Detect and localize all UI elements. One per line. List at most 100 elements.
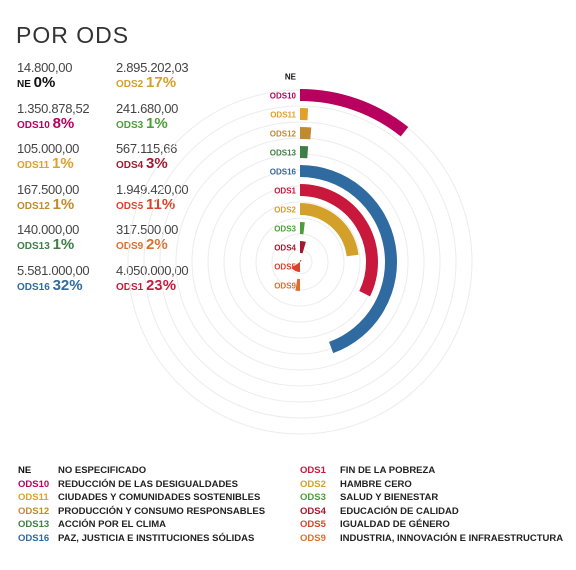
legend-code: ODS4 — [300, 505, 326, 517]
stat-code: ODS11 — [17, 160, 53, 171]
legend-name: CIUDADES Y COMUNIDADES SOSTENIBLES — [58, 492, 261, 504]
stat-percent: 32% — [52, 276, 83, 294]
legend-item-ods10: ODS10 REDUCCIÓN DE LAS DESIGUALDADES — [18, 478, 265, 492]
legend-item-ods5: ODS5 IGUALDAD DE GÉNERO — [300, 518, 563, 532]
ring-label-ne: NE — [285, 73, 297, 82]
legend-code: NE — [18, 465, 32, 476]
ring-label-ods10: ODS10 — [270, 92, 297, 101]
legend-item-ods2: ODS2 HAMBRE CERO — [300, 478, 563, 492]
legend-code: ODS16 — [18, 532, 50, 544]
legend-code: ODS9 — [300, 532, 326, 544]
ring-label-ods16: ODS16 — [270, 168, 297, 177]
stat-amount: 105.000,00 — [17, 141, 80, 156]
stat-ods4: 567.115,66 ODS4 3% — [116, 141, 177, 173]
stat-amount: 140.000,00 — [17, 222, 80, 237]
legend-code: ODS10 — [18, 478, 50, 490]
legend-name: EDUCACIÓN DE CALIDAD — [340, 505, 459, 517]
stat-code: ODS12 — [17, 200, 53, 212]
legend-name: FIN DE LA POBREZA — [340, 465, 436, 476]
stat-amount: 4.050.000,00 — [116, 262, 189, 278]
stat-code: ODS9 — [116, 241, 147, 252]
stat-code: ODS13 — [17, 241, 53, 252]
legend-item-ods12: ODS12 PRODUCCIÓN Y CONSUMO RESPONSABLES — [18, 505, 265, 519]
stat-code: ODS5 — [116, 200, 147, 212]
stat-ods16: 5.581.000,00 ODS16 32% — [17, 262, 90, 295]
stat-percent: 1% — [52, 236, 75, 253]
stat-code: ODS2 — [116, 79, 147, 90]
legend-name: PRODUCCIÓN Y CONSUMO RESPONSABLES — [58, 505, 266, 517]
stat-ods2: 2.895.202,03 ODS2 17% — [116, 60, 189, 92]
legend-code: ODS11 — [18, 492, 49, 504]
bar-ods1 — [299, 184, 378, 297]
radial-bar-chart: NE ODS10 ODS11 ODS12 ODS13 ODS16 ODS1 ODS2 ODS3 O… — [127, 73, 473, 435]
ring-label-ods2: ODS2 — [274, 206, 296, 215]
grid-circle — [159, 121, 441, 403]
legend-code: ODS2 — [300, 478, 326, 490]
stat-code: ODS3 — [116, 119, 147, 131]
legend-item-ods9: ODS9 INDUSTRIA, INNOVACIÓN E INFRAESTRUCT… — [300, 532, 563, 546]
stat-amount: 167.500,00 — [17, 181, 80, 197]
stat-percent: 0% — [33, 74, 56, 91]
legend-item-ods13: ODS13 ACCIÓN POR EL CLIMA — [18, 518, 265, 532]
stat-ods3: 241.680,00 ODS3 1% — [116, 101, 178, 133]
legend-item-ods16: ODS16 PAZ, JUSTICIA E INSTITUCIONES SÓLID… — [18, 532, 265, 546]
stat-ods11: 105.000,00 ODS11 1% — [17, 141, 79, 173]
legend-item-ods1: ODS1 FIN DE LA POBREZA — [300, 464, 563, 478]
ring-label-ods9: ODS9 — [274, 282, 296, 291]
stat-ods12: 167.500,00 ODS12 1% — [17, 182, 79, 214]
legend-left: NE NO ESPECIFICADO ODS10 REDUCCIÓN DE LAS D… — [18, 464, 265, 546]
stat-percent: 3% — [146, 155, 168, 172]
stat-percent: 2% — [146, 236, 168, 253]
stat-ods13: 140.000,00 ODS13 1% — [17, 222, 79, 254]
stat-percent: 1% — [146, 114, 168, 132]
legend-name: REDUCCIÓN DE LAS DESIGUALDADES — [58, 478, 238, 490]
legend-item-ods3: ODS3 SALUD Y BIENESTAR — [300, 491, 563, 505]
legend-name: PAZ, JUSTICIA E INSTITUCIONES SÓLIDAS — [58, 532, 255, 544]
stat-amount: 2.895.202,03 — [116, 60, 189, 75]
stat-code: ODS16 — [17, 281, 53, 293]
stat-percent: 8% — [52, 114, 75, 132]
legend-right: ODS1 FIN DE LA POBREZA ODS2 HAMBRE CERO ODS3… — [300, 464, 563, 546]
legend-code: ODS13 — [18, 519, 50, 531]
ring-label-ods1: ODS1 — [274, 187, 296, 196]
legend-name: HAMBRE CERO — [340, 478, 412, 490]
stat-code: ODS4 — [116, 160, 147, 171]
stat-percent: 1% — [52, 195, 75, 213]
stat-code: ODS10 — [17, 119, 53, 131]
legend-code: ODS12 — [18, 505, 50, 517]
legend-name: NO ESPECIFICADO — [58, 465, 147, 476]
grid-circle — [239, 201, 361, 323]
legend-item-ods11: ODS11 CIUDADES Y COMUNIDADES SOSTENIBLES — [18, 491, 265, 505]
stat-amount: 1.949.420,00 — [116, 181, 189, 197]
bar-ods2 — [299, 203, 359, 257]
ring-label-ods3: ODS3 — [274, 225, 296, 234]
stat-ods5: 1.949.420,00 ODS5 11% — [116, 181, 189, 214]
legend-name: ACCIÓN POR EL CLIMA — [58, 519, 167, 531]
ring-label-ods11: ODS11 — [270, 111, 296, 120]
legend-item-ods4: ODS4 EDUCACIÓN DE CALIDAD — [300, 505, 563, 519]
stat-amount: 5.581.000,00 — [17, 262, 90, 278]
stat-percent: 1% — [52, 155, 74, 172]
legend-code: ODS1 — [300, 465, 326, 476]
ring-label-ods5: ODS5 — [274, 263, 296, 272]
stat-percent: 17% — [146, 74, 177, 91]
legend-name: INDUSTRIA, INNOVACIÓN E INFRAESTRUCTURA — [340, 532, 564, 544]
legend-code: ODS5 — [300, 519, 326, 531]
stat-amount: 241.680,00 — [116, 100, 179, 116]
grid-circle — [143, 105, 457, 419]
stat-amount: 567.115,66 — [116, 141, 178, 156]
grid-circle — [255, 217, 345, 307]
legend-name: SALUD Y BIENESTAR — [340, 492, 439, 504]
stat-code: NE — [17, 79, 34, 90]
legend-code: ODS3 — [300, 492, 326, 504]
ring-label-ods13: ODS13 — [270, 149, 297, 158]
bar-ods16 — [299, 165, 397, 354]
ring-label-ods4: ODS4 — [274, 244, 296, 253]
bar-ods10 — [299, 89, 409, 137]
page-title: POR ODS — [16, 22, 130, 48]
legend-name: IGUALDAD DE GÉNERO — [340, 519, 450, 531]
legend-item-ne: NE NO ESPECIFICADO — [18, 464, 265, 478]
stat-ne: 14.800,00 NE 0% — [17, 60, 72, 92]
stat-percent: 23% — [146, 276, 177, 294]
stat-amount: 14.800,00 — [17, 60, 73, 75]
